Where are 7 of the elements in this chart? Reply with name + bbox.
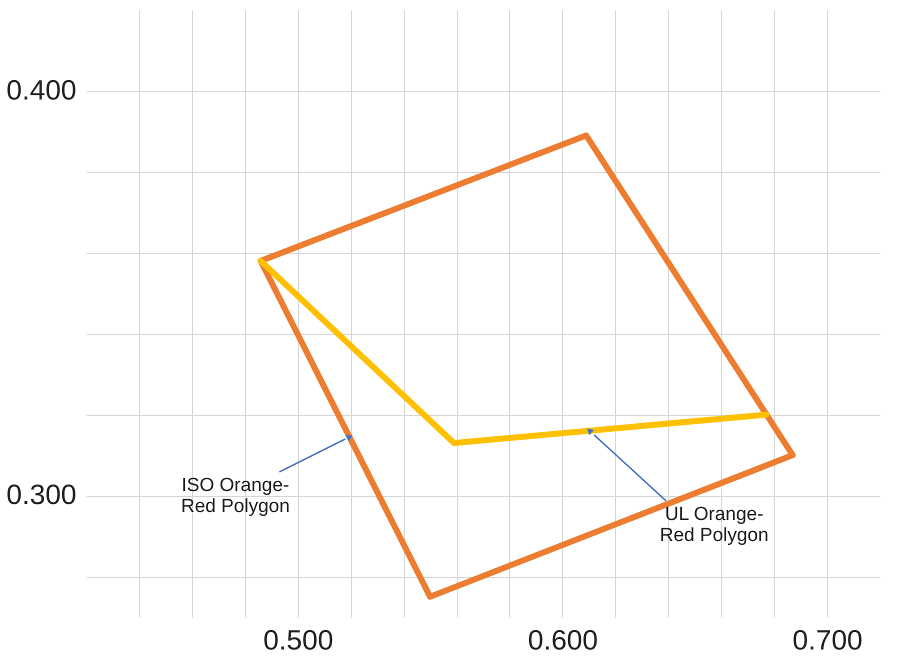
x-tick-label: 0.500 [263,624,334,656]
y-tick-label: 0.300 [6,479,76,510]
annotation: ISO Orange-Red Polygon [180,474,290,517]
x-tick-label: 0.700 [792,624,863,656]
annotation: UL Orange-Red Polygon [660,504,769,546]
y-tick-label: 0.400 [6,74,76,106]
x-tick-label: 0.600 [528,624,598,656]
